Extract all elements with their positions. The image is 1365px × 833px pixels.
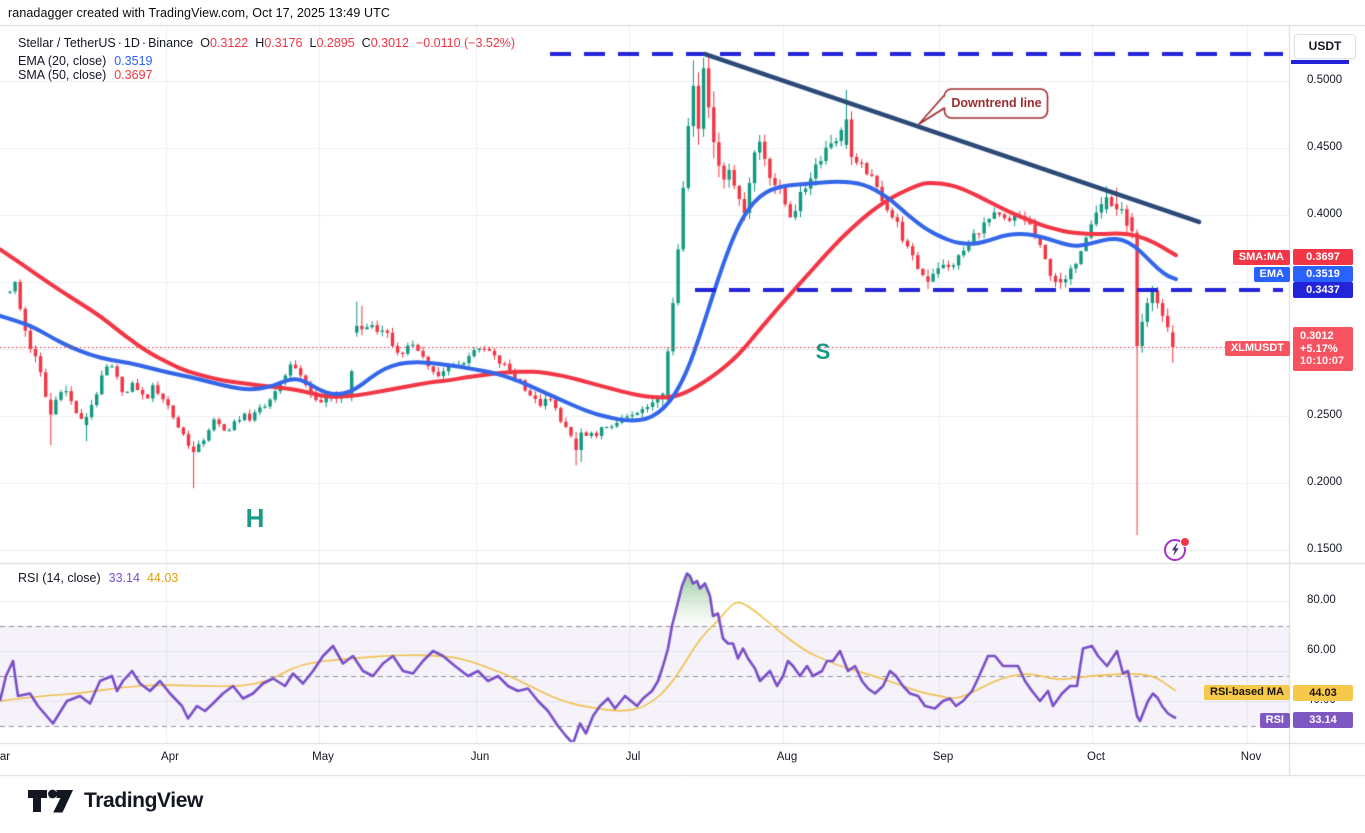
month-label: Nov: [1240, 751, 1262, 763]
high-label: H: [255, 36, 265, 50]
symbol-title: Stellar / TetherUS: [18, 36, 116, 50]
badge-name: EMA: [1253, 266, 1290, 282]
sma-value: 0.3697: [114, 68, 153, 82]
badge-name: RSI-based MA: [1204, 685, 1290, 701]
separator: ·: [141, 36, 147, 50]
month-label: Aug: [776, 751, 798, 763]
month-label: Jun: [470, 751, 490, 763]
separator: ·: [117, 36, 122, 50]
price-tick-label: 0.1500: [1307, 542, 1343, 555]
notification-dot: [1180, 537, 1190, 547]
rsi-ma-value: 44.03: [146, 571, 179, 585]
ema-label: EMA (20, close): [18, 54, 107, 68]
month-label: ar: [0, 751, 11, 763]
tradingview-logo[interactable]: TradingView: [28, 787, 203, 815]
badge-value: 0.3697: [1293, 249, 1353, 266]
month-label: Oct: [1087, 751, 1105, 763]
axis-badge-0.3437: 0.3437: [1293, 282, 1353, 299]
symbol-legend-row: Stellar / TetherUS · 1D · Binance O0.3122 H0.3…: [18, 36, 515, 50]
badge-value: 0.3437: [1293, 282, 1353, 299]
badge-name: RSI: [1259, 712, 1290, 728]
axis-badge-RSI-based MA: RSI-based MA 44.03: [1204, 684, 1353, 701]
high-value: 0.3176: [264, 36, 303, 50]
badge-value: 33.14: [1293, 712, 1353, 729]
interval-label: 1D: [123, 36, 140, 50]
month-label: May: [312, 751, 334, 763]
currency-button[interactable]: USDT: [1294, 34, 1356, 59]
axis-badge-RSI: RSI 33.14: [1259, 712, 1353, 729]
axis-badge-EMA: EMA 0.3519: [1253, 266, 1353, 283]
rsi-tick-label: 60.00: [1307, 644, 1336, 656]
badge-value: 0.3519: [1293, 266, 1353, 283]
price-tick-label: 0.2000: [1307, 475, 1343, 488]
month-label: Sep: [932, 751, 954, 763]
rsi-label: RSI (14, close): [18, 571, 101, 585]
ema-legend-row: EMA (20, close) 0.3519: [18, 54, 152, 68]
badge-value: 44.03: [1293, 684, 1353, 701]
tradingview-logo-mark: [28, 789, 73, 813]
exchange-label: Binance: [148, 36, 194, 50]
lightning-icon: [1171, 543, 1179, 556]
axis-badge-XLMUSDT: XLMUSDT 0.3012 +5.17% 10:10:07: [1224, 327, 1353, 371]
flash-event-badge[interactable]: [1164, 537, 1190, 563]
annotation-letter-s[interactable]: S: [815, 339, 831, 364]
open-label: O: [200, 36, 210, 50]
rsi-tick-label: 80.00: [1307, 594, 1336, 606]
badge-name: SMA:MA: [1232, 249, 1290, 265]
month-label: Jul: [625, 751, 641, 763]
change-value: −0.0110 (−3.52%): [415, 36, 516, 50]
low-value: 0.2895: [316, 36, 355, 50]
rsi-legend-row: RSI (14, close) 33.14 44.03: [18, 571, 178, 585]
rsi-value: 33.14: [108, 571, 140, 585]
annotation-letter-h[interactable]: H: [245, 503, 265, 533]
low-label: L: [309, 36, 317, 50]
close-label: C: [361, 36, 371, 50]
badge-value: 0.3012 +5.17% 10:10:07: [1293, 327, 1353, 371]
price-tick-label: 0.4000: [1307, 207, 1343, 220]
attribution-text: ranadagger created with TradingView.com,…: [8, 6, 390, 20]
sma-legend-row: SMA (50, close) 0.3697: [18, 68, 152, 82]
axis-badge-SMA:MA: SMA:MA 0.3697: [1232, 249, 1353, 266]
price-tick-label: 0.5000: [1307, 73, 1343, 86]
ema-value: 0.3519: [114, 54, 153, 68]
month-label: Apr: [161, 751, 179, 763]
close-value: 0.3012: [370, 36, 409, 50]
downtrend-callout[interactable]: Downtrend line: [951, 96, 1042, 110]
open-value: 0.3122: [209, 36, 249, 50]
tradingview-logo-text: TradingView: [84, 789, 203, 812]
price-tick-label: 0.2500: [1307, 408, 1343, 421]
level-axis-marker: [1291, 60, 1349, 64]
badge-name: XLMUSDT: [1224, 341, 1290, 357]
price-tick-label: 0.4500: [1307, 140, 1343, 153]
sma-label: SMA (50, close): [18, 68, 107, 82]
